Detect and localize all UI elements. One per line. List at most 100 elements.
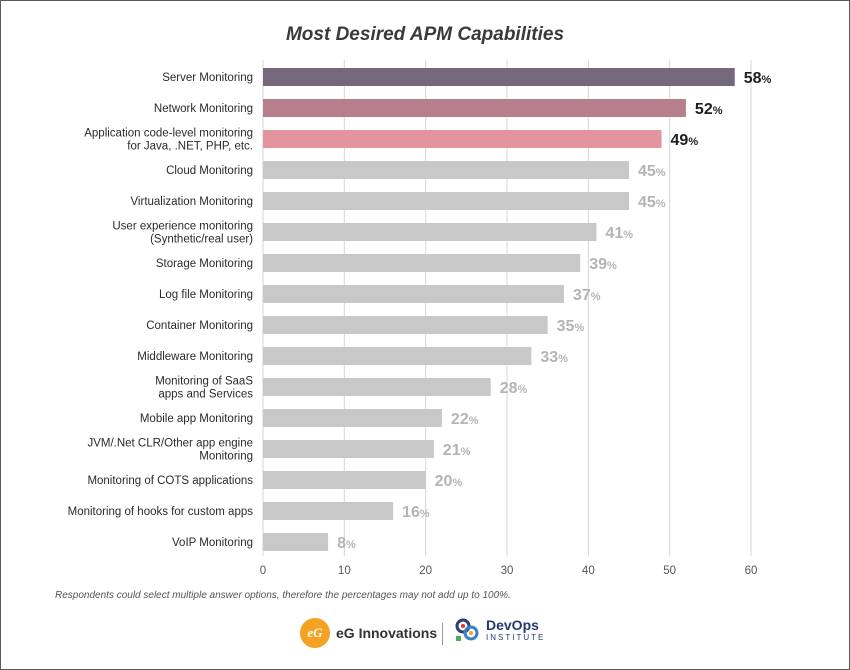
value-label: 58%	[744, 70, 772, 87]
value-label: 8%	[337, 535, 356, 552]
bar	[263, 347, 532, 365]
category-label: Application code-level monitoring	[84, 128, 253, 140]
bar	[263, 378, 491, 396]
value-number: 49	[671, 132, 689, 149]
category-label: Monitoring of SaaS	[155, 376, 253, 388]
value-percent-sign: %	[518, 384, 528, 396]
category-label: Monitoring	[199, 451, 253, 463]
bar	[263, 533, 329, 551]
bar-chart: 0 10 20 30 40 50 60 Server Monitoring Network M…	[68, 60, 772, 577]
value-label: 22%	[451, 411, 479, 428]
value-percent-sign: %	[558, 353, 568, 365]
value-number: 35	[557, 318, 575, 335]
value-percent-sign: %	[607, 260, 617, 272]
category-label: Log file Monitoring	[159, 289, 253, 301]
eg-mark-icon: eG	[300, 618, 330, 648]
category-label: User experience monitoring	[112, 221, 253, 233]
category-label: Virtualization Monitoring	[130, 196, 253, 208]
value-label: 41%	[605, 225, 633, 242]
category-label: Network Monitoring	[154, 103, 253, 115]
value-label: 16%	[402, 504, 430, 521]
value-number: 21	[443, 442, 461, 459]
value-number: 33	[540, 349, 558, 366]
value-label: 21%	[443, 442, 471, 459]
eg-name: eG Innovations	[336, 625, 438, 641]
devops-institute-logo: DevOps INSTITUTE	[453, 616, 545, 644]
bar	[263, 409, 442, 427]
category-label: VoIP Monitoring	[172, 537, 253, 549]
bar	[263, 223, 597, 241]
value-number: 16	[402, 504, 420, 521]
category-label: Storage Monitoring	[156, 258, 253, 270]
bar	[263, 161, 629, 179]
category-label: Mobile app Monitoring	[140, 413, 253, 425]
bar	[263, 316, 548, 334]
value-number: 37	[573, 287, 591, 304]
value-percent-sign: %	[713, 105, 723, 117]
bar	[263, 502, 394, 520]
value-label: 45%	[638, 194, 666, 211]
category-label: Container Monitoring	[146, 320, 253, 332]
value-percent-sign: %	[346, 539, 356, 551]
value-label: 39%	[589, 256, 617, 273]
bar	[263, 68, 735, 86]
bars-layer	[263, 68, 735, 551]
value-percent-sign: %	[574, 322, 584, 334]
value-percent-sign: %	[656, 198, 666, 210]
x-tick-label: 30	[501, 565, 514, 577]
value-label: 45%	[638, 163, 666, 180]
logo-divider	[442, 623, 443, 645]
value-label: 33%	[540, 349, 568, 366]
value-label: 28%	[500, 380, 528, 397]
bar	[263, 285, 564, 303]
category-label: apps and Services	[158, 389, 253, 401]
value-percent-sign: %	[469, 415, 479, 427]
value-percent-sign: %	[688, 136, 698, 148]
value-number: 45	[638, 194, 656, 211]
bar	[263, 471, 426, 489]
value-label: 49%	[671, 132, 699, 149]
x-axis-ticks: 0 10 20 30 40 50 60	[260, 565, 758, 577]
value-percent-sign: %	[452, 477, 462, 489]
value-number: 39	[589, 256, 607, 273]
value-number: 28	[500, 380, 518, 397]
x-tick-label: 20	[419, 565, 432, 577]
value-labels: 58%52%49%45%45%41%39%37%35%33%28%22%21%2…	[337, 70, 771, 552]
bar	[263, 99, 686, 117]
category-label: Monitoring of COTS applications	[87, 475, 253, 487]
x-tick-label: 40	[582, 565, 595, 577]
category-label: Server Monitoring	[162, 72, 253, 84]
category-label: Middleware Monitoring	[137, 351, 253, 363]
bar	[263, 440, 434, 458]
chart-title: Most Desired APM Capabilities	[285, 24, 565, 45]
value-percent-sign: %	[461, 446, 471, 458]
footnote: Respondents could select multiple answer…	[55, 590, 511, 601]
bar	[263, 192, 629, 210]
value-number: 45	[638, 163, 656, 180]
value-label: 20%	[435, 473, 463, 490]
value-percent-sign: %	[623, 229, 633, 241]
value-label: 52%	[695, 101, 723, 118]
category-label: Monitoring of hooks for custom apps	[68, 506, 254, 518]
bar	[263, 254, 581, 272]
category-label: JVM/.Net CLR/Other app engine	[87, 438, 253, 450]
value-number: 8	[337, 535, 346, 552]
x-tick-label: 50	[663, 565, 676, 577]
category-label: for Java, .NET, PHP, etc.	[127, 141, 253, 153]
category-labels: Server Monitoring Network Monitoring Appli…	[68, 72, 254, 549]
x-tick-label: 60	[745, 565, 758, 577]
category-label: Cloud Monitoring	[166, 165, 253, 177]
x-tick-label: 0	[260, 565, 266, 577]
value-percent-sign: %	[656, 167, 666, 179]
value-label: 35%	[557, 318, 585, 335]
logo-strip: eG eG Innovations DevOps INSTITUTE	[0, 615, 850, 655]
value-number: 52	[695, 101, 713, 118]
value-number: 41	[605, 225, 623, 242]
bar	[263, 130, 662, 148]
value-percent-sign: %	[762, 74, 772, 86]
value-number: 22	[451, 411, 469, 428]
value-label: 37%	[573, 287, 601, 304]
devops-gears-icon	[455, 618, 479, 641]
value-number: 20	[435, 473, 453, 490]
devops-name: DevOps	[486, 617, 539, 633]
